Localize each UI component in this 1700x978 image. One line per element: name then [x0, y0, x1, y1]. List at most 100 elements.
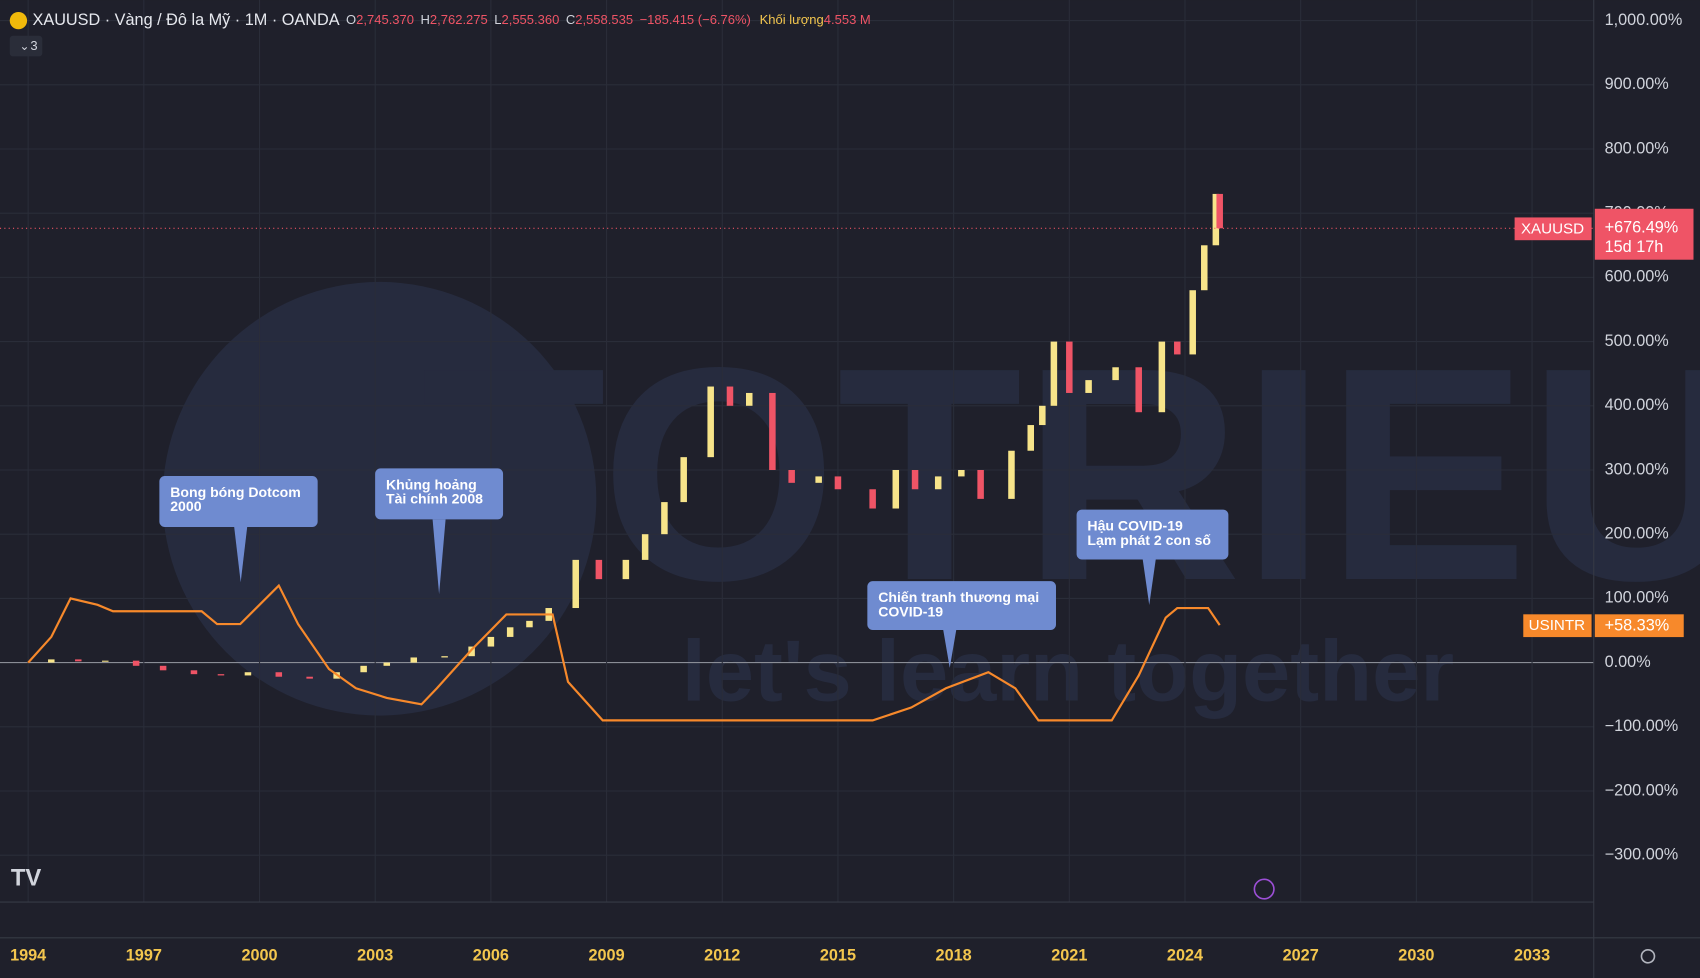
candle	[707, 386, 714, 458]
candle	[641, 534, 649, 560]
y-tick-label: −100.00%	[1605, 717, 1679, 735]
header-low-label: L	[494, 12, 501, 27]
candle	[977, 469, 984, 499]
y-tick-label: 200.00%	[1605, 524, 1669, 542]
callout-pointer	[432, 519, 446, 595]
header-high-label: H	[421, 12, 430, 27]
series-name-tag	[1523, 614, 1592, 638]
candle	[217, 674, 225, 676]
price-tag	[1594, 208, 1694, 260]
header-open-label: O	[346, 12, 356, 27]
candle	[1050, 341, 1058, 406]
callout-text: Lạm phát 2 con số	[1087, 532, 1211, 548]
callout-pointer	[234, 526, 248, 583]
candle	[1039, 405, 1046, 426]
candle	[1216, 193, 1223, 229]
series-name-tag-text: USINTR	[1529, 617, 1585, 634]
candle	[383, 662, 391, 666]
header-volume: 4.553 M	[824, 12, 871, 27]
candle	[244, 672, 252, 676]
x-tick-label: 2009	[588, 947, 624, 965]
series-name-tag-text: XAUUSD	[1521, 220, 1584, 237]
grid	[0, 0, 1594, 903]
indicator-toggle[interactable]: ⌄ 3	[9, 35, 43, 57]
header-high: 2,762.275	[430, 12, 488, 27]
callout-box	[867, 581, 1056, 630]
candle	[595, 559, 603, 580]
price-tag-label: +58.33%	[1605, 617, 1670, 635]
y-tick-label: 800.00%	[1605, 139, 1669, 157]
candle	[1008, 450, 1015, 499]
x-tick-label: 2024	[1167, 947, 1203, 965]
candle	[745, 392, 753, 406]
tv-logo: TV	[11, 865, 42, 892]
candle	[680, 457, 687, 503]
x-tick-label: 2012	[704, 947, 740, 965]
header-close: 2,558.535	[575, 12, 633, 27]
candle	[788, 469, 795, 483]
candle	[1066, 341, 1073, 393]
events-icon[interactable]	[1253, 878, 1275, 900]
candle	[275, 672, 283, 677]
callout-box	[1076, 509, 1229, 560]
candle	[834, 476, 842, 490]
header: XAUUSD · Vàng / Đô la Mỹ · 1M · OANDA O 2,…	[9, 11, 871, 30]
candle	[572, 559, 579, 609]
axes: −300.00% −200.00% −100.00% 0.00% 100.00% 200.…	[10, 11, 1682, 965]
y-tick-label: 1,000.00%	[1605, 11, 1683, 29]
callout-text: Tài chính 2008	[386, 491, 483, 507]
candle	[1112, 367, 1119, 381]
watermark-slogan: let's learn together	[682, 623, 1454, 720]
plot-area	[27, 193, 1223, 722]
series-line	[27, 583, 1221, 722]
candle	[934, 476, 942, 490]
y-tick-label: −200.00%	[1605, 781, 1679, 799]
candle	[911, 469, 919, 490]
candle	[159, 665, 167, 671]
x-tick-label: 2006	[473, 947, 509, 965]
series-name-tag	[1514, 217, 1592, 241]
price-tags: XAUUSD +676.49%15d 17h USINTR +58.33%	[0, 208, 1694, 638]
x-tick-label: 1994	[10, 947, 46, 965]
callout-pointer	[943, 629, 957, 668]
callout-box	[375, 468, 504, 520]
x-tick-label: 2030	[1398, 947, 1434, 965]
header-close-label: C	[566, 12, 575, 27]
callout-text: COVID-19	[878, 603, 943, 619]
settings-icon[interactable]	[1640, 948, 1656, 964]
candle	[506, 627, 514, 637]
price-tag	[1594, 614, 1684, 638]
header-open: 2,745.370	[356, 12, 414, 27]
candle	[892, 469, 900, 509]
price-tag-time: 15d 17h	[1605, 238, 1664, 256]
callout-text: Bong bóng Dotcom	[170, 484, 301, 500]
indicator-count: 3	[30, 38, 37, 53]
watermark-text: TOTRIEU	[421, 305, 1700, 644]
candle	[441, 656, 448, 658]
callout-text: Khủng hoảng	[386, 476, 477, 492]
indicator-toggle-box[interactable]	[9, 35, 43, 57]
candle	[661, 502, 668, 535]
candle	[410, 657, 418, 663]
candle	[75, 659, 82, 662]
candle	[526, 620, 533, 628]
candle	[1027, 425, 1035, 451]
chevron: ⌄	[20, 39, 30, 53]
y-tick-label: 900.00%	[1605, 75, 1669, 93]
callout-pointer	[1142, 559, 1156, 606]
candle	[132, 660, 140, 666]
candle	[1189, 290, 1196, 355]
header-change: −185.415 (−6.76%)	[640, 12, 751, 27]
callout-text: Chiến tranh thương mại	[878, 589, 1039, 605]
candle	[1212, 193, 1220, 246]
price-tag-label: +676.49%	[1605, 219, 1679, 237]
x-tick-label: 2027	[1283, 947, 1319, 965]
candle	[1158, 341, 1166, 413]
candle	[1085, 380, 1092, 393]
